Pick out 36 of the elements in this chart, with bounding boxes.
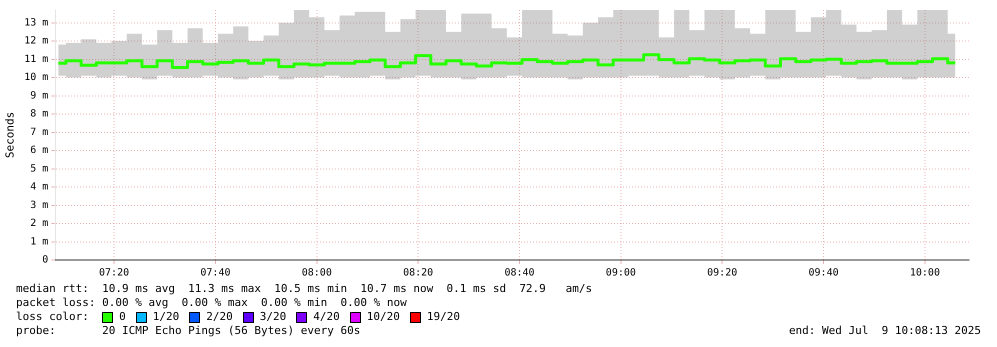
y-tick-label: 12 m: [24, 36, 48, 47]
x-tick-label: 08:00: [302, 268, 332, 279]
y-tick-label: 13 m: [24, 17, 48, 28]
y-tick-label: 5 m: [30, 163, 48, 174]
legend-label: 2/20: [206, 310, 233, 324]
legend-label: 10/20: [366, 310, 400, 324]
y-tick-label: 3 m: [30, 200, 48, 211]
x-tick-label: 09:00: [606, 268, 636, 279]
text: probe: 20 ICMP Echo Pings (56 Bytes) every 60s: [16, 324, 360, 338]
y-tick-label: 10 m: [24, 72, 48, 84]
text: end: Wed Jul 9 10:08:13 2025: [788, 324, 981, 338]
x-tick-label: 08:20: [403, 268, 434, 279]
legend-label: 19/20: [426, 310, 460, 324]
text: packet loss: 0.00 % avg 0.00 % max 0.00 % min 0.00 % now: [16, 296, 408, 310]
legend-label: 4/20: [313, 310, 340, 324]
y-tick-label: 4 m: [30, 182, 48, 193]
y-tick-label: 0: [42, 254, 48, 266]
y-tick-label: 2 m: [30, 218, 48, 230]
legend-label: 3/20: [260, 310, 286, 324]
y-tick-label: 11 m: [24, 54, 48, 65]
x-tick-label: 09:40: [808, 268, 839, 279]
y-tick-label: 1 m: [30, 236, 48, 248]
x-tick-label: 07:40: [200, 268, 230, 279]
x-tick-label: 07:20: [99, 268, 130, 279]
x-tick-label: 08:40: [504, 268, 535, 279]
x-tick-label: 10:00: [910, 268, 940, 279]
legend-title: loss color:: [16, 310, 90, 324]
y-tick-label: 8 m: [30, 108, 48, 120]
y-tick-label: 9 m: [30, 90, 48, 102]
y-tick-label: 7 m: [30, 126, 48, 138]
y-axis-title: Seconds: [3, 112, 16, 158]
x-tick-label: 09:20: [707, 268, 738, 279]
text: median rtt: 10.9 ms avg 11.3 ms max 10.5 ms min 10.7 ms now 0.1 ms sd 72.9 am/s: [16, 282, 594, 296]
legend-label: 1/20: [152, 310, 180, 324]
y-tick-label: 6 m: [30, 145, 48, 156]
legend-label: 0: [119, 310, 126, 324]
